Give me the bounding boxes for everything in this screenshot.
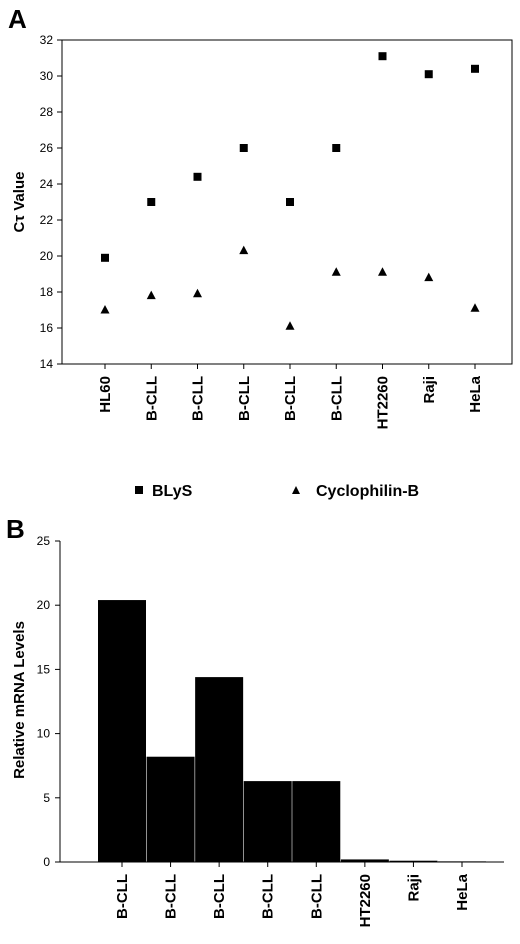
x-category-label: HeLa (467, 375, 484, 412)
panel-b-letter: B (6, 514, 25, 544)
cyclophilin-b-point (146, 290, 156, 300)
x-category-label: B-CLL (143, 376, 160, 421)
x-category-label: HT2260 (375, 376, 392, 429)
x-category-label: B-CLL (308, 874, 325, 919)
y-tick-label: 5 (43, 791, 50, 805)
panel-a-legend: BLyS Cyclophilin-B (135, 483, 419, 500)
blys-point (286, 198, 294, 206)
y-tick-label: 30 (40, 69, 54, 83)
cyclophilin-b-point (285, 321, 295, 330)
y-tick-label: 26 (40, 141, 54, 155)
cyclophilin-b-point (100, 305, 110, 314)
legend-triangle-marker (292, 486, 300, 494)
y-tick-label: 25 (37, 534, 51, 548)
y-tick-label: 20 (40, 249, 54, 263)
panel-a-y-axis: 14 16 18 20 22 24 26 28 30 32 (40, 33, 62, 371)
x-category-label: B-CLL (163, 874, 180, 919)
bar (340, 859, 389, 862)
x-category-label: B-CLL (114, 874, 131, 919)
x-category-label: B-CLL (211, 874, 228, 919)
cyclophilin-b-point (239, 245, 249, 255)
legend-label-blys: BLyS (152, 483, 193, 500)
legend-label-cyclophilin-b: Cyclophilin-B (316, 483, 419, 500)
y-tick-label: 10 (37, 727, 51, 741)
panel-a-data-points (100, 52, 480, 330)
x-category-label: B-CLL (260, 874, 277, 919)
panel-a-x-axis: HL60 B-CLL B-CLL B-CLL B-CLL B-CLL HT2260 Raji H… (97, 364, 484, 429)
cyclophilin-b-point (378, 267, 387, 276)
cyclophilin-b-point (424, 272, 434, 282)
blys-point (193, 172, 202, 181)
x-category-label: B-CLL (190, 376, 207, 421)
panel-b-y-axis-label: Relative mRNA Levels (11, 621, 28, 779)
cyclophilin-b-point (193, 288, 202, 298)
x-category-label: B-CLL (236, 376, 253, 421)
blys-point (424, 70, 433, 79)
panel-a-y-axis-label: Cτ Value (11, 172, 28, 233)
blys-point (378, 52, 387, 61)
bar (146, 756, 195, 862)
y-tick-label: 32 (40, 33, 54, 47)
x-category-label: B-CLL (282, 376, 299, 421)
y-tick-label: 20 (37, 598, 51, 612)
y-tick-label: 14 (40, 357, 54, 371)
y-tick-label: 18 (40, 285, 54, 299)
x-category-label: HeLa (454, 873, 471, 910)
y-tick-label: 15 (37, 662, 51, 676)
panel-b-x-axis: B-CLL B-CLL B-CLL B-CLL B-CLL HT2260 Raji HeLa (114, 862, 471, 927)
panel-a-letter: A (8, 4, 27, 34)
x-category-label: HT2260 (357, 874, 374, 927)
y-tick-label: 0 (43, 855, 50, 869)
y-tick-label: 28 (40, 105, 54, 119)
x-category-label: HL60 (97, 376, 114, 413)
blys-point (147, 198, 156, 206)
x-category-label: Raji (405, 874, 422, 902)
bar (243, 781, 292, 862)
blys-point (239, 144, 248, 152)
panel-b-y-axis: 0 5 10 15 20 25 (37, 534, 60, 869)
x-category-label: B-CLL (328, 376, 345, 421)
panel-a-plot-frame (61, 39, 513, 365)
bar (195, 677, 244, 862)
panel-b-bars (98, 600, 486, 863)
cyclophilin-b-point (470, 303, 480, 312)
blys-point (471, 64, 479, 73)
y-tick-label: 24 (40, 177, 54, 191)
legend-square-marker (135, 486, 143, 494)
cyclophilin-b-point (331, 267, 341, 276)
bar (438, 861, 486, 863)
bar (98, 600, 146, 862)
blys-point (101, 253, 109, 262)
y-tick-label: 22 (40, 213, 54, 227)
blys-point (332, 144, 341, 152)
y-tick-label: 16 (40, 321, 54, 335)
bar (292, 781, 341, 862)
bar (389, 860, 438, 862)
x-category-label: Raji (421, 376, 438, 404)
panel-a-scatter-chart: A Cτ Value 14 16 18 20 22 24 26 28 30 32 HL60 B-CL… (8, 4, 513, 500)
